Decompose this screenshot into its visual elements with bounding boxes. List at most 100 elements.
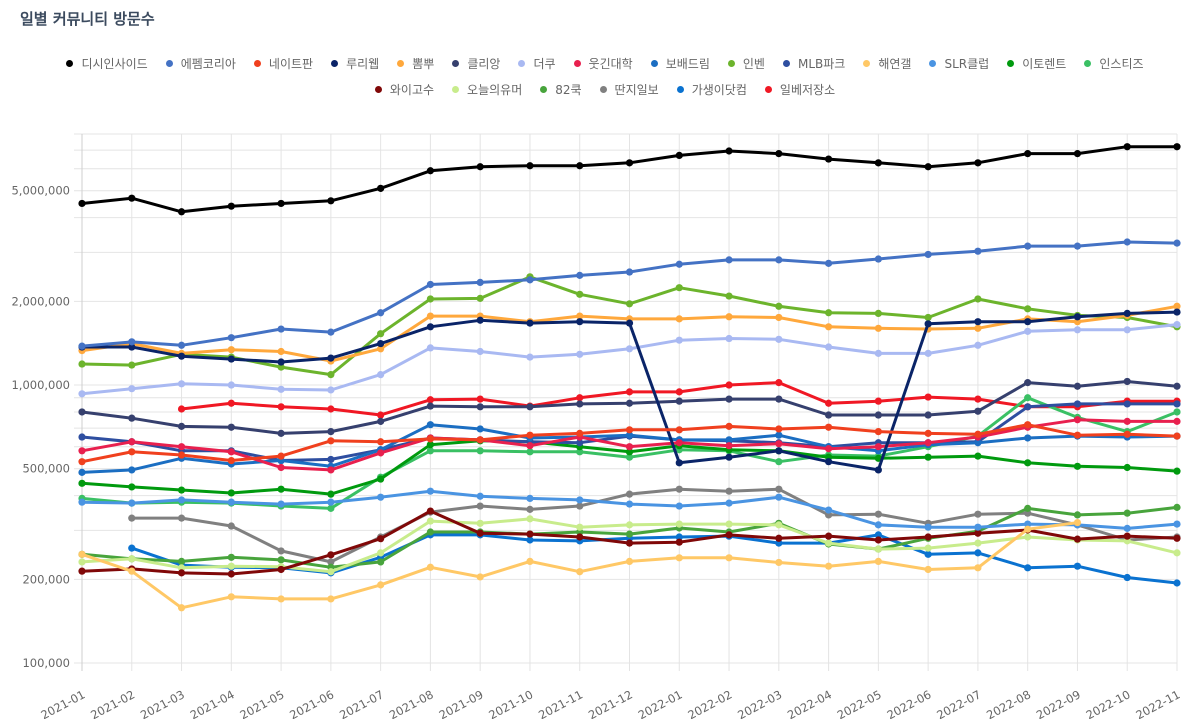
- legend-dot-icon: [573, 59, 581, 67]
- legend-item[interactable]: 이토렌트: [1007, 54, 1066, 72]
- legend-dot-icon: [253, 59, 261, 67]
- data-point: [327, 466, 335, 474]
- legend-item[interactable]: 루리웹: [331, 54, 379, 72]
- data-point: [327, 595, 335, 603]
- data-point: [277, 347, 285, 356]
- data-point: [725, 395, 733, 403]
- legend-item[interactable]: 클리앙: [452, 54, 500, 72]
- data-point: [725, 292, 733, 300]
- data-point: [625, 345, 634, 353]
- data-point: [526, 448, 534, 456]
- legend-item[interactable]: 일베저장소: [764, 80, 835, 98]
- data-point: [476, 403, 484, 411]
- legend-item[interactable]: 네이트판: [253, 54, 313, 72]
- series-클리앙: [78, 377, 1181, 437]
- legend-item[interactable]: 뽐뿌: [397, 54, 434, 72]
- data-point: [1173, 467, 1181, 475]
- data-point: [824, 323, 833, 331]
- legend-item[interactable]: 더쿠: [518, 54, 556, 72]
- legend-item[interactable]: 디시인사이드: [66, 54, 148, 72]
- data-point: [526, 403, 534, 411]
- data-point: [675, 439, 683, 447]
- legend-item[interactable]: MLB파크: [782, 54, 845, 72]
- data-point: [924, 544, 932, 552]
- legend-label: 와이고수: [389, 82, 435, 97]
- legend-item[interactable]: 인스티즈: [1084, 54, 1144, 72]
- legend-dot-icon: [374, 85, 382, 93]
- data-point: [277, 325, 285, 333]
- legend-item[interactable]: 에펨코리아: [165, 54, 236, 72]
- data-point: [775, 150, 783, 158]
- data-point: [625, 521, 634, 529]
- series-해연갤: [78, 518, 1082, 612]
- data-point: [476, 316, 484, 324]
- data-point: [227, 553, 235, 561]
- y-tick-label: 2,000,000: [11, 294, 70, 308]
- data-point: [675, 397, 683, 405]
- data-point: [725, 334, 733, 343]
- data-point: [177, 486, 186, 494]
- data-point: [227, 399, 235, 407]
- data-point: [874, 324, 882, 332]
- data-point: [128, 343, 136, 351]
- data-point: [824, 309, 833, 317]
- data-point: [426, 312, 435, 320]
- data-point: [725, 487, 733, 495]
- data-point: [78, 558, 86, 566]
- data-point: [377, 558, 385, 566]
- data-point: [1123, 309, 1131, 318]
- legend-item[interactable]: 오늘의유머: [452, 80, 522, 98]
- legend-item[interactable]: 82쿡: [540, 80, 582, 98]
- data-point: [675, 485, 683, 493]
- data-point: [874, 349, 882, 357]
- data-point: [1123, 326, 1131, 334]
- data-point: [78, 479, 86, 487]
- legend-item[interactable]: 인벤: [727, 54, 765, 72]
- legend-item[interactable]: 와이고수: [374, 80, 435, 98]
- data-point: [78, 447, 86, 455]
- legend-item[interactable]: 보배드림: [650, 54, 710, 72]
- legend-item[interactable]: 해연갤: [863, 54, 911, 72]
- data-point: [824, 532, 833, 540]
- data-point: [426, 487, 435, 495]
- data-point: [1123, 238, 1131, 246]
- data-point: [177, 352, 186, 360]
- data-point: [1073, 562, 1082, 570]
- data-point: [227, 334, 235, 342]
- data-point: [775, 425, 783, 433]
- legend-item[interactable]: 딴지일보: [599, 80, 659, 98]
- x-tick-label: 2022-02: [685, 687, 734, 719]
- legend-dot-icon: [650, 59, 658, 67]
- data-point: [874, 521, 882, 529]
- data-point: [377, 309, 385, 317]
- data-point: [327, 405, 335, 413]
- legend-item[interactable]: 가생이닷컴: [676, 80, 747, 98]
- data-point: [924, 439, 932, 447]
- legend-dot-icon: [518, 59, 526, 67]
- data-point: [1173, 432, 1181, 440]
- data-point: [128, 514, 136, 522]
- data-point: [625, 431, 634, 439]
- x-tick-label: 2021-06: [287, 687, 336, 719]
- data-point: [924, 411, 932, 419]
- data-point: [227, 489, 235, 497]
- data-point: [426, 435, 435, 443]
- data-point: [327, 328, 335, 336]
- data-point: [476, 573, 484, 581]
- series-디시인사이드: [78, 143, 1181, 216]
- legend-dot-icon: [863, 59, 871, 67]
- legend-item[interactable]: SLR클럽: [929, 54, 989, 72]
- data-point: [377, 417, 385, 425]
- data-point: [1123, 509, 1131, 517]
- legend-dot-icon: [676, 85, 684, 93]
- legend-dot-icon: [599, 85, 607, 93]
- data-point: [924, 250, 932, 259]
- data-point: [625, 426, 634, 434]
- data-point: [675, 260, 683, 268]
- data-point: [1123, 400, 1131, 408]
- data-point: [128, 194, 136, 202]
- data-point: [177, 557, 186, 566]
- data-point: [675, 502, 683, 510]
- legend-item[interactable]: 웃긴대학: [573, 54, 633, 72]
